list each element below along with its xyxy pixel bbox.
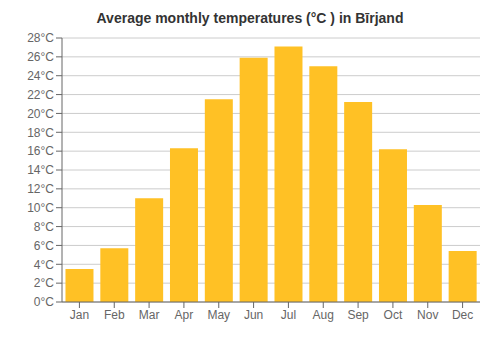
svg-text:8°C: 8°C [34,220,54,234]
svg-text:12°C: 12°C [27,182,54,196]
svg-text:24°C: 24°C [27,69,54,83]
svg-text:Apr: Apr [175,308,194,322]
svg-text:Mar: Mar [139,308,160,322]
svg-text:22°C: 22°C [27,88,54,102]
svg-text:Oct: Oct [384,308,403,322]
svg-text:20°C: 20°C [27,107,54,121]
svg-text:Nov: Nov [417,308,438,322]
svg-text:0°C: 0°C [34,295,54,309]
svg-text:Aug: Aug [313,308,334,322]
svg-text:4°C: 4°C [34,258,54,272]
svg-text:16°C: 16°C [27,144,54,158]
svg-text:26°C: 26°C [27,50,54,64]
svg-text:2°C: 2°C [34,276,54,290]
svg-text:Feb: Feb [104,308,125,322]
svg-text:18°C: 18°C [27,126,54,140]
svg-text:28°C: 28°C [27,31,54,45]
svg-text:10°C: 10°C [27,201,54,215]
svg-text:6°C: 6°C [34,239,54,253]
svg-text:May: May [207,308,230,322]
svg-text:Jul: Jul [281,308,296,322]
html-text:Average monthly temperatures (: Average monthly temperatures (°C ) in Bī… [96,10,404,26]
svg-text:Jan: Jan [70,308,89,322]
svg-text:Dec: Dec [452,308,473,322]
svg-text:Sep: Sep [347,308,369,322]
svg-text:Jun: Jun [244,308,263,322]
svg-text:14°C: 14°C [27,163,54,177]
